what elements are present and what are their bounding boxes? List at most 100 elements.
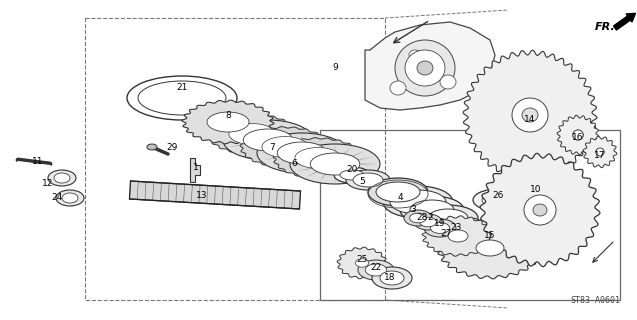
Ellipse shape xyxy=(340,170,364,180)
Ellipse shape xyxy=(424,219,456,237)
Ellipse shape xyxy=(295,148,341,168)
Ellipse shape xyxy=(473,189,523,211)
Polygon shape xyxy=(129,181,301,209)
Text: FR.: FR. xyxy=(595,22,616,32)
Text: 23: 23 xyxy=(450,223,462,233)
Ellipse shape xyxy=(410,213,426,223)
Polygon shape xyxy=(422,216,494,256)
Ellipse shape xyxy=(573,130,583,140)
Text: 14: 14 xyxy=(524,116,536,124)
Ellipse shape xyxy=(522,108,538,122)
Ellipse shape xyxy=(290,144,380,184)
Polygon shape xyxy=(480,153,600,267)
Ellipse shape xyxy=(596,148,605,156)
Ellipse shape xyxy=(376,182,420,202)
Text: 26: 26 xyxy=(492,191,504,201)
Text: 1: 1 xyxy=(193,164,199,172)
Ellipse shape xyxy=(223,120,313,160)
Polygon shape xyxy=(207,114,297,154)
Ellipse shape xyxy=(440,75,456,89)
Text: 9: 9 xyxy=(332,63,338,73)
Ellipse shape xyxy=(380,271,404,285)
Ellipse shape xyxy=(346,170,390,190)
Ellipse shape xyxy=(476,240,504,256)
Polygon shape xyxy=(557,115,599,155)
Ellipse shape xyxy=(400,196,464,224)
Ellipse shape xyxy=(420,217,436,227)
Text: 29: 29 xyxy=(166,143,178,153)
Text: 21: 21 xyxy=(176,84,188,92)
Ellipse shape xyxy=(410,200,454,220)
Ellipse shape xyxy=(207,112,249,132)
Bar xyxy=(320,130,620,300)
Text: 6: 6 xyxy=(291,159,297,169)
Text: 19: 19 xyxy=(434,220,446,228)
Ellipse shape xyxy=(353,173,383,187)
Ellipse shape xyxy=(365,264,387,276)
Ellipse shape xyxy=(368,178,428,206)
Ellipse shape xyxy=(229,124,275,144)
Ellipse shape xyxy=(243,129,293,151)
Text: 17: 17 xyxy=(594,150,606,159)
Ellipse shape xyxy=(405,50,445,86)
Text: 25: 25 xyxy=(356,255,368,265)
Text: 8: 8 xyxy=(225,111,231,121)
Text: 11: 11 xyxy=(32,157,44,166)
Text: 22: 22 xyxy=(370,263,382,273)
Ellipse shape xyxy=(478,241,502,255)
Ellipse shape xyxy=(334,167,370,183)
Ellipse shape xyxy=(48,170,76,186)
Ellipse shape xyxy=(310,153,360,175)
Ellipse shape xyxy=(482,193,514,207)
Polygon shape xyxy=(437,217,543,279)
Ellipse shape xyxy=(448,231,468,241)
Ellipse shape xyxy=(409,50,421,60)
Ellipse shape xyxy=(596,148,604,156)
Polygon shape xyxy=(240,127,330,167)
Ellipse shape xyxy=(528,198,552,221)
Text: 7: 7 xyxy=(269,143,275,153)
Ellipse shape xyxy=(383,186,453,218)
Ellipse shape xyxy=(428,209,468,227)
Text: 27: 27 xyxy=(440,229,452,238)
Polygon shape xyxy=(182,100,274,144)
Ellipse shape xyxy=(372,267,412,289)
Text: 24: 24 xyxy=(52,194,62,203)
Ellipse shape xyxy=(512,98,548,132)
Ellipse shape xyxy=(54,173,70,183)
Ellipse shape xyxy=(418,205,478,231)
Text: 16: 16 xyxy=(572,133,583,142)
Ellipse shape xyxy=(277,142,327,164)
Polygon shape xyxy=(365,22,495,110)
Ellipse shape xyxy=(390,190,446,214)
Text: ST83-A0601: ST83-A0601 xyxy=(570,296,620,305)
Ellipse shape xyxy=(56,190,84,206)
Text: 20: 20 xyxy=(347,165,358,174)
Polygon shape xyxy=(273,138,363,178)
Text: 3: 3 xyxy=(410,205,416,214)
Text: 15: 15 xyxy=(484,231,496,241)
Text: 12: 12 xyxy=(42,179,54,188)
Ellipse shape xyxy=(62,193,78,203)
Ellipse shape xyxy=(518,103,542,127)
Text: 18: 18 xyxy=(384,273,396,282)
Bar xyxy=(85,18,385,300)
Ellipse shape xyxy=(524,195,556,225)
Ellipse shape xyxy=(257,133,347,173)
Ellipse shape xyxy=(127,76,237,120)
Ellipse shape xyxy=(417,61,433,75)
Ellipse shape xyxy=(262,137,308,157)
Ellipse shape xyxy=(147,144,157,150)
Text: 4: 4 xyxy=(397,194,403,203)
Ellipse shape xyxy=(448,230,468,242)
Ellipse shape xyxy=(573,130,583,140)
Text: 10: 10 xyxy=(530,186,541,195)
Ellipse shape xyxy=(431,223,450,233)
Ellipse shape xyxy=(404,210,432,226)
Ellipse shape xyxy=(395,40,455,96)
Ellipse shape xyxy=(390,81,406,95)
Ellipse shape xyxy=(414,214,442,230)
Ellipse shape xyxy=(138,81,226,115)
FancyArrow shape xyxy=(613,13,636,30)
Polygon shape xyxy=(463,50,597,180)
